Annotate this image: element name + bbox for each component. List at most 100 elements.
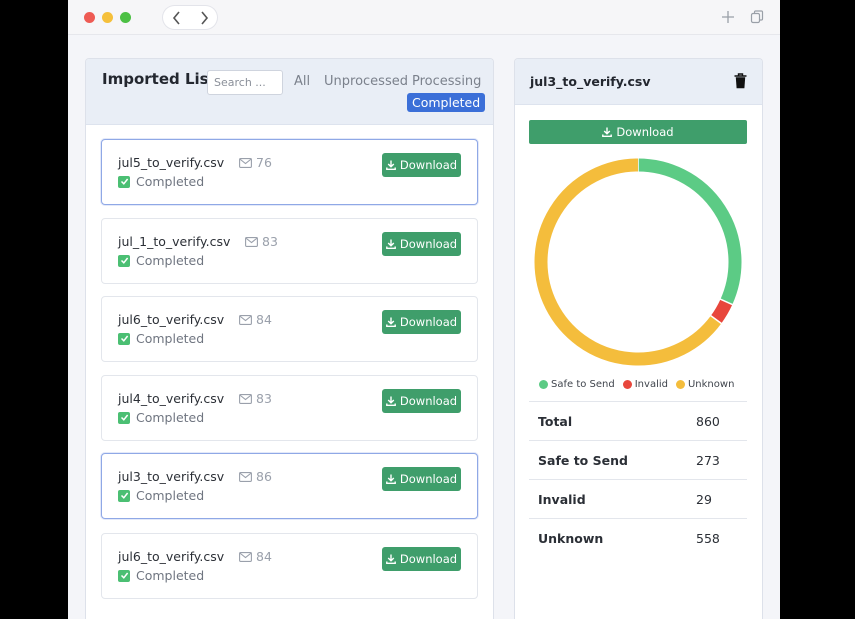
filter-unprocessed[interactable]: Unprocessed (324, 74, 408, 89)
status-text: Completed (136, 488, 205, 503)
envelope-icon (245, 236, 258, 247)
filter-all[interactable]: All (294, 74, 311, 89)
stats-row-safe: Safe to Send 273 (529, 440, 747, 479)
download-icon (386, 160, 396, 170)
slice-separator (719, 298, 734, 306)
legend-dot (622, 380, 632, 389)
file-detail-panel: jul3_to_verify.csv Download Safe to Send… (514, 58, 763, 619)
envelope-icon (239, 157, 252, 168)
stats-row-total: Total 860 (529, 401, 747, 440)
envelope-icon (239, 471, 252, 482)
file-card[interactable]: jul5_to_verify.csv 76 Completed Download (101, 139, 478, 205)
stats-value: 273 (696, 453, 720, 468)
trash-icon[interactable] (734, 73, 747, 89)
stats-row-invalid: Invalid 29 (529, 479, 747, 518)
check-icon (118, 489, 130, 502)
download-icon (386, 317, 396, 327)
download-button[interactable]: Download (382, 467, 461, 491)
download-icon (386, 474, 396, 484)
legend-dot (539, 380, 548, 389)
stats-label: Invalid (538, 492, 586, 507)
file-card[interactable]: jul6_to_verify.csv 84 Completed Download (101, 296, 478, 362)
file-name: jul4_to_verify.csv (118, 391, 225, 406)
legend-item-safe[interactable]: Safe to Send (539, 379, 615, 390)
download-label: Download (399, 394, 458, 408)
envelope-icon (239, 393, 252, 404)
legend-item-invalid[interactable]: Invalid (622, 379, 668, 390)
file-name: jul5_to_verify.csv (118, 155, 225, 170)
email-count: 83 (245, 234, 278, 249)
stats-value: 29 (696, 492, 712, 507)
download-label: Download (399, 315, 458, 329)
legend-label: Safe to Send (551, 379, 615, 390)
imported-list-title: Imported List (102, 70, 216, 88)
status-text: Completed (136, 253, 205, 268)
download-label: Download (399, 237, 458, 251)
search-input[interactable] (207, 70, 283, 95)
download-button[interactable]: Download (382, 310, 461, 334)
browser-titlebar (68, 0, 780, 35)
download-button[interactable]: Download (382, 389, 461, 413)
check-icon (118, 411, 130, 424)
navigation-buttons (163, 6, 217, 29)
download-label: Download (399, 552, 458, 566)
download-button[interactable]: Download (382, 232, 461, 256)
filter-processing[interactable]: Processing (412, 74, 482, 89)
status-badge: Completed (118, 410, 204, 425)
forward-button[interactable] (190, 6, 217, 29)
status-badge: Completed (118, 568, 204, 583)
file-name: jul3_to_verify.csv (118, 469, 225, 484)
status-text: Completed (136, 331, 205, 346)
download-icon (386, 396, 396, 406)
download-button[interactable]: Download (382, 547, 461, 571)
email-count: 84 (239, 312, 272, 327)
email-count: 76 (239, 155, 272, 170)
imported-list-panel: Imported List All Unprocessed Processing… (85, 58, 494, 619)
legend-dot (675, 380, 685, 389)
stats-label: Total (538, 414, 573, 429)
slice-unknown[interactable] (534, 158, 722, 366)
check-icon (118, 254, 130, 267)
chevron-right-icon (200, 10, 208, 25)
slice-safe-to-send[interactable] (637, 158, 742, 305)
file-detail-header: jul3_to_verify.csv (515, 59, 762, 105)
minimize-window-button[interactable] (102, 12, 113, 23)
close-window-button[interactable] (84, 12, 95, 23)
filter-completed[interactable]: Completed (407, 93, 486, 112)
file-card[interactable]: jul_1_to_verify.csv 83 Completed Downloa… (101, 218, 478, 284)
chevron-left-icon (172, 10, 180, 25)
slice-invalid[interactable] (710, 299, 733, 324)
email-count: 83 (239, 391, 272, 406)
status-text: Completed (136, 174, 205, 189)
slice-separator (709, 314, 723, 325)
download-label: Download (399, 472, 458, 486)
email-count-value: 83 (262, 234, 278, 249)
maximize-window-button[interactable] (120, 12, 131, 23)
download-button[interactable]: Download (382, 153, 461, 177)
copy-icon[interactable] (750, 10, 764, 24)
file-card[interactable]: jul6_to_verify.csv 84 Completed Download (101, 533, 478, 599)
legend-label: Invalid (634, 379, 668, 390)
check-icon (118, 175, 130, 188)
status-badge: Completed (118, 488, 204, 503)
file-name: jul_1_to_verify.csv (118, 234, 231, 249)
stats-value: 558 (696, 531, 720, 546)
email-count: 84 (239, 549, 272, 564)
file-card[interactable]: jul4_to_verify.csv 83 Completed Download (101, 375, 478, 441)
file-card[interactable]: jul3_to_verify.csv 86 Completed Download (101, 453, 478, 519)
plus-icon[interactable] (721, 10, 735, 24)
detail-file-name: jul3_to_verify.csv (530, 74, 651, 89)
download-label: Download (616, 125, 674, 139)
download-icon (386, 239, 396, 249)
stats-row-unknown: Unknown 558 (529, 518, 747, 557)
status-badge: Completed (118, 331, 204, 346)
check-icon (118, 332, 130, 345)
detail-download-button[interactable]: Download (529, 120, 747, 144)
back-button[interactable] (163, 6, 190, 29)
file-name: jul6_to_verify.csv (118, 549, 225, 564)
status-badge: Completed (118, 174, 204, 189)
download-label: Download (399, 158, 458, 172)
legend-item-unknown[interactable]: Unknown (675, 379, 734, 390)
stats-label: Unknown (538, 531, 604, 546)
email-count-value: 84 (256, 549, 272, 564)
